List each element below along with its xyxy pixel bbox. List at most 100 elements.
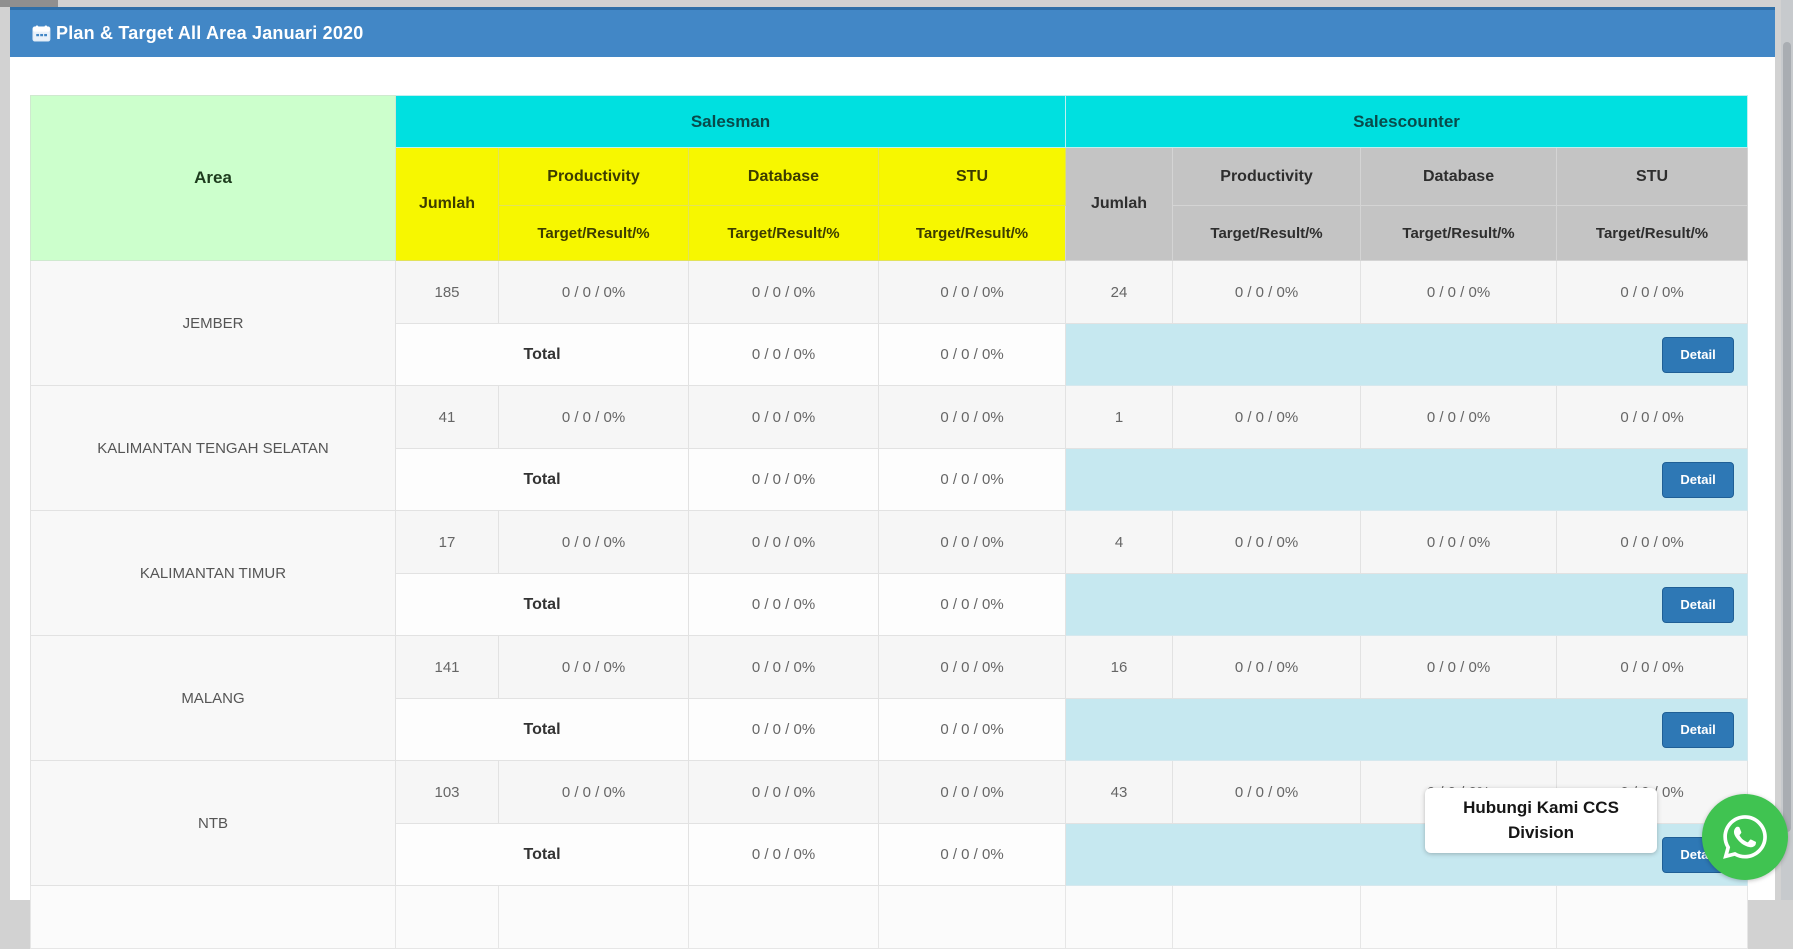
- total-label: Total: [395, 698, 689, 761]
- detail-button[interactable]: Detail: [1662, 586, 1735, 623]
- salescounter-jumlah-value: 43: [1065, 760, 1174, 824]
- salescounter-database-value: 0 / 0 / 0%: [1360, 510, 1558, 574]
- salescounter-productivity-value: 0 / 0 / 0%: [1172, 635, 1362, 699]
- salesman-stu-header: STU: [877, 147, 1067, 206]
- salesman-database-value: 0 / 0 / 0%: [688, 760, 879, 824]
- whatsapp-button[interactable]: [1702, 794, 1788, 880]
- scrollbar-track[interactable]: [1781, 0, 1793, 900]
- target-result-header: Target/Result/%: [1556, 205, 1749, 261]
- salesman-jumlah-value: 141: [395, 635, 499, 699]
- target-result-header: Target/Result/%: [877, 205, 1067, 261]
- salescounter-stu-value: [1556, 885, 1749, 949]
- salesman-database-value: 0 / 0 / 0%: [688, 635, 879, 699]
- target-result-header: Target/Result/%: [1172, 205, 1362, 261]
- salescounter-total-cell: Detail: [1065, 448, 1749, 511]
- salescounter-stu-value: 0 / 0 / 0%: [1556, 385, 1749, 449]
- table-row: MALANG 141 0 / 0 / 0% 0 / 0 / 0% 0 / 0 /…: [30, 635, 1749, 761]
- area-cell: KALIMANTAN TIMUR: [30, 510, 396, 636]
- salesman-database-value: [688, 885, 879, 949]
- salescounter-database-value: 0 / 0 / 0%: [1360, 385, 1558, 449]
- salescounter-total-cell: Detail: [1065, 573, 1749, 636]
- whatsapp-tooltip-text: Hubungi Kami CCS Division: [1463, 798, 1619, 842]
- salesman-jumlah-value: 17: [395, 510, 499, 574]
- detail-button[interactable]: Detail: [1662, 711, 1735, 748]
- area-cell: [30, 885, 396, 949]
- salescounter-jumlah-value: 4: [1065, 510, 1174, 574]
- salescounter-total-cell: Detail: [1065, 698, 1749, 761]
- plan-target-panel: Plan & Target All Area Januari 2020 Area…: [10, 7, 1775, 949]
- salesman-jumlah-value: 41: [395, 385, 499, 449]
- salesman-total-stu-value: 0 / 0 / 0%: [877, 823, 1067, 886]
- salesman-total-stu-value: 0 / 0 / 0%: [877, 448, 1067, 511]
- salescounter-productivity-value: 0 / 0 / 0%: [1172, 260, 1362, 324]
- table-row-partial: [30, 885, 1749, 949]
- salesman-stu-value: 0 / 0 / 0%: [877, 385, 1067, 449]
- salesman-stu-value: 0 / 0 / 0%: [877, 635, 1067, 699]
- detail-button[interactable]: Detail: [1662, 336, 1735, 373]
- salesman-productivity-value: 0 / 0 / 0%: [498, 635, 689, 699]
- salesman-stu-value: 0 / 0 / 0%: [877, 260, 1067, 324]
- salesman-productivity-value: 0 / 0 / 0%: [498, 760, 689, 824]
- calendar-icon: [32, 25, 51, 42]
- salesman-database-value: 0 / 0 / 0%: [688, 260, 879, 324]
- area-cell: JEMBER: [30, 260, 396, 386]
- salescounter-productivity-header: Productivity: [1172, 147, 1362, 206]
- table-total-row: Total 0 / 0 / 0% 0 / 0 / 0% Detail: [31, 698, 1749, 761]
- salesman-jumlah-value: 103: [395, 760, 499, 824]
- salesman-jumlah-header: Jumlah: [395, 147, 499, 261]
- salesman-productivity-value: 0 / 0 / 0%: [498, 385, 689, 449]
- target-result-header: Target/Result/%: [498, 205, 689, 261]
- table-total-row: Total 0 / 0 / 0% 0 / 0 / 0% Detail: [31, 573, 1749, 636]
- total-label: Total: [395, 323, 689, 386]
- salesman-jumlah-value: 185: [395, 260, 499, 324]
- salesman-productivity-value: 0 / 0 / 0%: [498, 510, 689, 574]
- total-label: Total: [395, 448, 689, 511]
- area-column-header: Area: [30, 95, 396, 261]
- salescounter-stu-header: STU: [1556, 147, 1749, 206]
- salesman-productivity-header: Productivity: [498, 147, 689, 206]
- header-metric-row: Jumlah Productivity Database STU Jumlah …: [31, 147, 1749, 261]
- salescounter-jumlah-value: [1065, 885, 1174, 949]
- salesman-total-database-value: 0 / 0 / 0%: [688, 448, 879, 511]
- whatsapp-icon: [1720, 812, 1770, 862]
- salesman-total-database-value: 0 / 0 / 0%: [688, 698, 879, 761]
- window-edge-shadow: [0, 0, 58, 7]
- salesman-database-header: Database: [688, 147, 879, 206]
- salesman-total-stu-value: 0 / 0 / 0%: [877, 573, 1067, 636]
- salescounter-productivity-value: 0 / 0 / 0%: [1172, 385, 1362, 449]
- header-group-row: Area Salesman Salescounter: [30, 95, 1749, 261]
- salesman-total-database-value: 0 / 0 / 0%: [688, 573, 879, 636]
- salescounter-productivity-value: 0 / 0 / 0%: [1172, 510, 1362, 574]
- salescounter-database-value: 0 / 0 / 0%: [1360, 635, 1558, 699]
- salescounter-productivity-value: [1172, 885, 1362, 949]
- salesman-productivity-value: 0 / 0 / 0%: [498, 260, 689, 324]
- table-total-row: Total 0 / 0 / 0% 0 / 0 / 0% Detail: [31, 323, 1749, 386]
- salesman-total-stu-value: 0 / 0 / 0%: [877, 698, 1067, 761]
- total-label: Total: [395, 573, 689, 636]
- salescounter-jumlah-header: Jumlah: [1065, 147, 1174, 261]
- salesman-database-value: 0 / 0 / 0%: [688, 510, 879, 574]
- salesman-stu-value: 0 / 0 / 0%: [877, 760, 1067, 824]
- detail-button[interactable]: Detail: [1662, 461, 1735, 498]
- salescounter-stu-value: 0 / 0 / 0%: [1556, 260, 1749, 324]
- salesman-group-header: Salesman: [394, 95, 1067, 148]
- area-cell: NTB: [30, 760, 396, 886]
- area-cell: KALIMANTAN TENGAH SELATAN: [30, 385, 396, 511]
- salesman-stu-value: 0 / 0 / 0%: [877, 510, 1067, 574]
- table-row: KALIMANTAN TIMUR 17 0 / 0 / 0% 0 / 0 / 0…: [30, 510, 1749, 636]
- target-result-header: Target/Result/%: [1360, 205, 1558, 261]
- salesman-productivity-value: [498, 885, 689, 949]
- salescounter-database-header: Database: [1360, 147, 1558, 206]
- page-title-text: Plan & Target All Area Januari 2020: [56, 23, 364, 43]
- salescounter-jumlah-value: 1: [1065, 385, 1174, 449]
- salesman-total-database-value: 0 / 0 / 0%: [688, 823, 879, 886]
- salescounter-jumlah-value: 16: [1065, 635, 1174, 699]
- header-target-result-row: Target/Result/% Target/Result/% Target/R…: [31, 205, 1749, 261]
- total-label: Total: [395, 823, 689, 886]
- scrollbar-thumb[interactable]: [1783, 42, 1791, 832]
- salescounter-stu-value: 0 / 0 / 0%: [1556, 510, 1749, 574]
- target-result-header: Target/Result/%: [688, 205, 879, 261]
- table-total-row: Total 0 / 0 / 0% 0 / 0 / 0% Detail: [31, 448, 1749, 511]
- page-title: Plan & Target All Area Januari 2020: [32, 23, 363, 44]
- salesman-jumlah-value: [395, 885, 499, 949]
